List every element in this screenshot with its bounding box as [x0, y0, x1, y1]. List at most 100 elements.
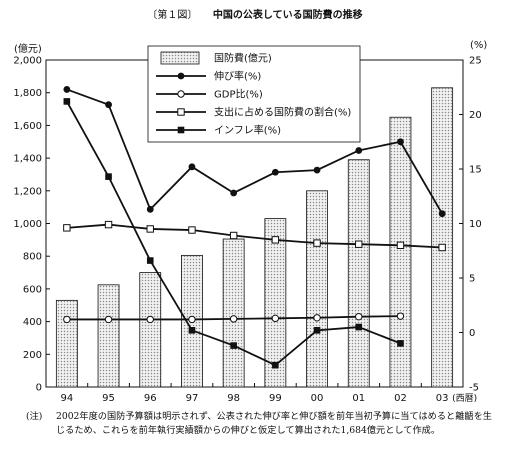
point-inflation-rate — [397, 340, 404, 347]
point-expenditure-share — [146, 225, 154, 233]
x-axis-tick-label: 96 — [144, 393, 157, 404]
point-gdp-ratio — [188, 315, 196, 324]
bar-defense-budget — [264, 218, 287, 388]
right-axis-tick-label: 15 — [469, 165, 482, 176]
point-growth-rate — [63, 86, 71, 93]
right-axis-tick-label: 20 — [469, 110, 482, 121]
point-expenditure-share — [355, 240, 363, 248]
left-axis-tick-label: 1,400 — [13, 154, 42, 165]
point-growth-rate — [188, 163, 196, 171]
left-axis-tick-label: 1,200 — [13, 186, 42, 197]
point-growth-rate — [146, 205, 154, 213]
line-gdp-ratio-group — [63, 312, 405, 324]
bar-defense-budget — [222, 238, 245, 388]
line-growth-rate-group — [63, 86, 446, 218]
left-axis-tick-label: 2,000 — [13, 56, 42, 67]
point-inflation-rate — [313, 327, 321, 334]
point-gdp-ratio — [146, 315, 154, 324]
footnote-text: 2002年度の国防予算額は明示されず、公表された伸び率と伸び額を前年当初予算に当… — [56, 411, 492, 436]
point-inflation-rate — [355, 323, 363, 331]
legend-marker — [177, 90, 185, 98]
legend-swatch-bar — [160, 51, 200, 65]
line-expenditure-share — [66, 223, 443, 249]
left-axis-tick-label: 800 — [23, 252, 42, 263]
right-axis-unit: (%) — [470, 40, 488, 51]
right-axis-tick-label: 5 — [469, 274, 475, 285]
point-gdp-ratio — [63, 315, 71, 324]
point-inflation-rate — [230, 342, 237, 349]
bar-defense-budget — [306, 190, 328, 388]
left-axis-tick-label: 1,600 — [13, 121, 42, 132]
point-growth-rate — [271, 168, 279, 176]
bar-defense-budget — [97, 284, 120, 388]
x-axis-suffix: (西暦) — [452, 393, 477, 404]
chart-title: 中国の公表している国防費の推移 — [212, 10, 363, 21]
legend-label: 支出に占める国防費の割合(%) — [214, 106, 351, 119]
x-axis-tick-label: 97 — [186, 393, 199, 404]
left-axis-tick-label: 0 — [36, 383, 42, 394]
right-axis-tick-label: 25 — [469, 56, 482, 67]
left-axis-tick-label: 1,800 — [13, 88, 42, 99]
point-expenditure-share — [229, 231, 238, 240]
right-axis-tick-label: 0 — [469, 328, 475, 339]
right-axis-tick-label: -5 — [469, 383, 479, 394]
point-gdp-ratio — [104, 315, 113, 324]
point-expenditure-share — [188, 226, 196, 234]
point-expenditure-share — [104, 220, 113, 229]
footnote-label: (注) — [26, 411, 43, 422]
point-inflation-rate — [105, 173, 112, 180]
left-axis-unit: (億元) — [14, 44, 42, 55]
point-growth-rate — [397, 138, 404, 146]
chart-header: 〔第１図〕 中国の公表している国防費の推移 — [0, 6, 510, 21]
legend-label: 国防費(億元) — [214, 52, 272, 65]
line-expenditure-share-group — [63, 220, 446, 252]
x-axis-tick-label: 03 — [436, 393, 449, 404]
point-gdp-ratio — [396, 312, 405, 320]
legend-label: インフレ率(%) — [214, 124, 281, 137]
point-expenditure-share — [396, 241, 405, 250]
bar-defense-budget — [389, 116, 412, 388]
point-inflation-rate — [63, 98, 71, 105]
bar-defense-budget — [431, 87, 454, 388]
x-axis-tick-label: 98 — [227, 393, 240, 404]
legend-marker — [177, 126, 185, 134]
left-axis-tick-label: 400 — [23, 317, 42, 328]
figure-label: 〔第１図〕 — [147, 10, 198, 21]
x-axis-tick-label: 99 — [269, 393, 282, 404]
point-expenditure-share — [63, 224, 71, 232]
point-growth-rate — [105, 101, 112, 109]
line-growth-rate — [66, 88, 443, 215]
left-axis-tick-label: 600 — [23, 284, 42, 295]
x-axis-tick-label: 01 — [352, 393, 365, 404]
point-expenditure-share — [313, 239, 321, 247]
legend-marker — [177, 72, 185, 80]
point-growth-rate — [355, 147, 363, 154]
bar-defense-budget — [347, 159, 370, 388]
x-axis-tick-label: 00 — [311, 393, 324, 404]
x-axis-tick-label: 02 — [394, 393, 407, 404]
point-inflation-rate — [188, 327, 196, 334]
legend-label: 伸び率(%) — [214, 70, 261, 83]
left-axis-tick-label: 1,000 — [13, 219, 42, 230]
point-growth-rate — [313, 166, 321, 174]
legend-marker — [177, 108, 185, 116]
left-axis-tick-label: 200 — [23, 350, 42, 361]
right-axis-tick-label: 10 — [469, 219, 482, 230]
point-inflation-rate — [272, 361, 279, 369]
point-growth-rate — [230, 189, 238, 197]
point-inflation-rate — [146, 257, 154, 264]
x-axis-tick-label: 94 — [60, 393, 73, 404]
line-inflation-rate-group — [63, 98, 404, 369]
point-expenditure-share — [271, 236, 280, 244]
legend-label: GDP比(%) — [214, 89, 263, 101]
x-axis-tick-label: 95 — [102, 393, 115, 404]
point-gdp-ratio — [355, 312, 363, 321]
bar-defense-budget — [55, 299, 78, 388]
point-expenditure-share — [438, 243, 446, 252]
point-gdp-ratio — [271, 314, 280, 323]
point-gdp-ratio — [313, 314, 321, 322]
point-gdp-ratio — [229, 315, 238, 323]
point-growth-rate — [438, 210, 446, 218]
bar-defense-budget — [139, 272, 162, 388]
